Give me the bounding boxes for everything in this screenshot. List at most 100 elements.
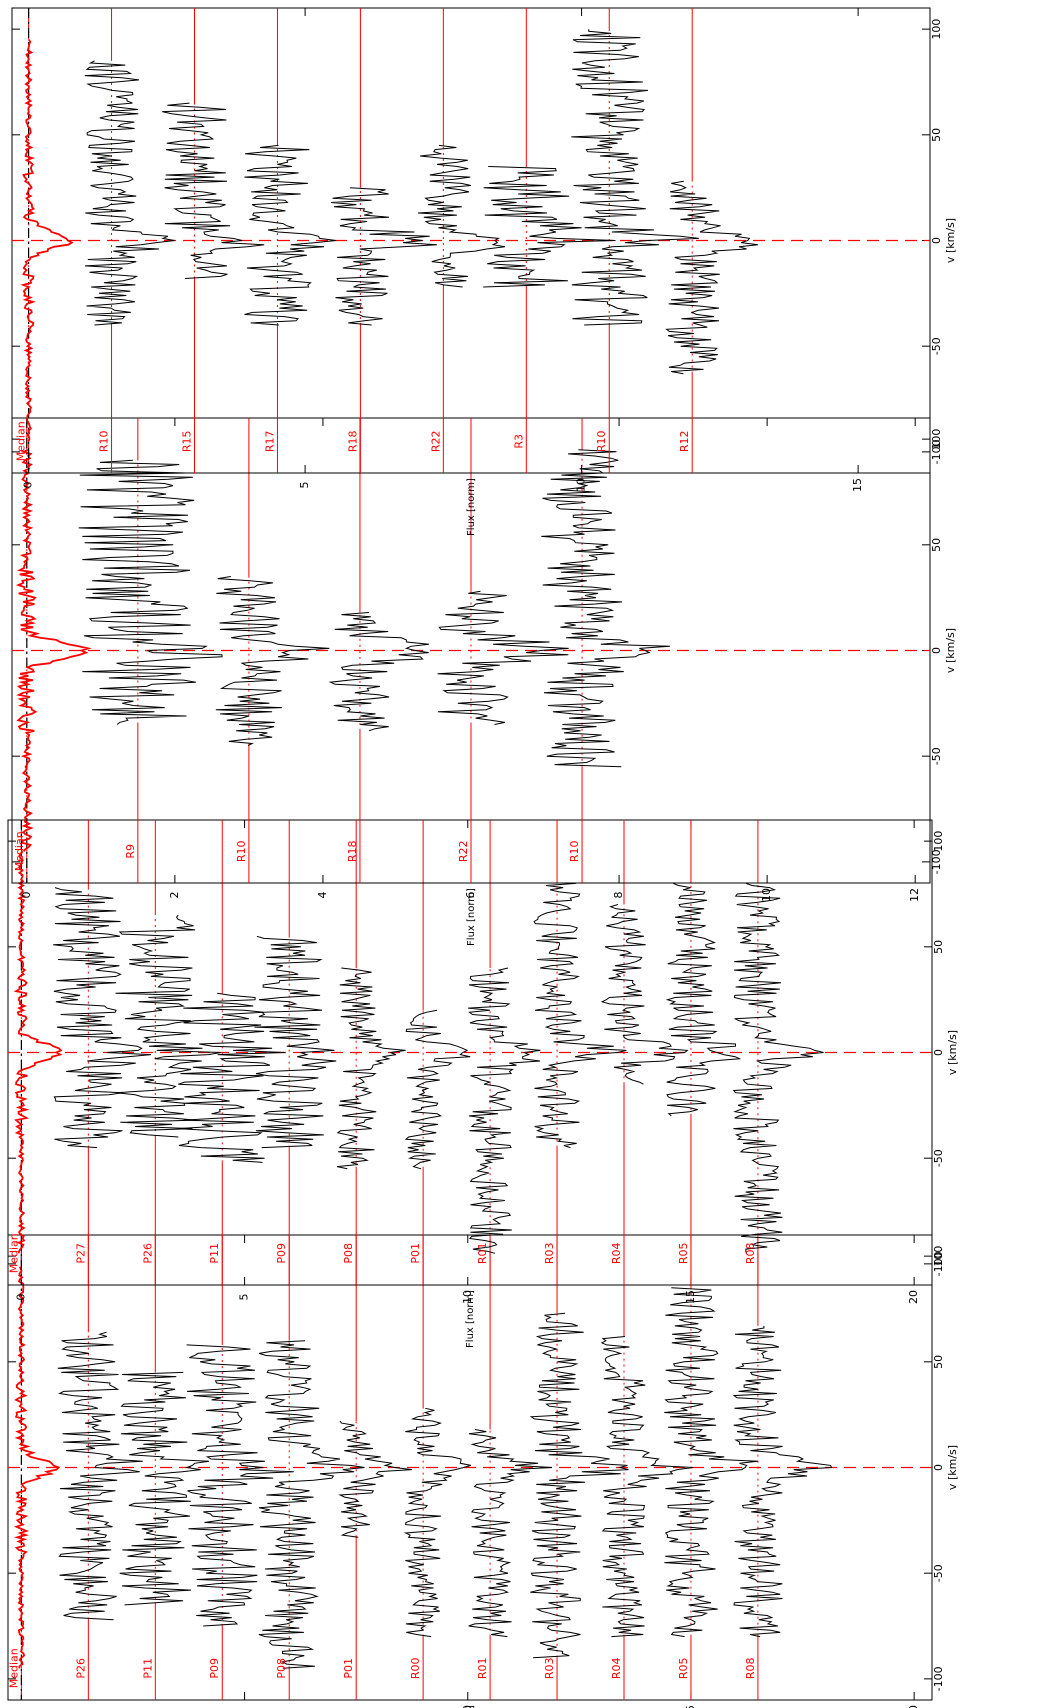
- spectrum-line: [732, 882, 824, 1254]
- spectrum-line: [571, 29, 699, 326]
- median-spectrum: [20, 39, 74, 442]
- spectrum-line: [244, 144, 337, 326]
- spectrum-label: R15: [180, 430, 193, 452]
- spectrum-label: R08: [744, 1242, 757, 1264]
- x-tick-label: -100: [930, 439, 943, 464]
- median-label: Median: [7, 1233, 20, 1273]
- spectrum-line: [483, 166, 616, 288]
- spectrum-label: R22: [457, 840, 470, 862]
- spectrum-label: R10: [98, 430, 111, 452]
- x-tick-label: 0: [932, 1049, 945, 1056]
- spectrum-label: R05: [677, 1242, 690, 1264]
- y-tick-label: 10: [461, 1290, 474, 1304]
- spectrum-line: [115, 914, 221, 1138]
- spectrum-line: [468, 1429, 553, 1638]
- spectrum-line: [215, 576, 330, 747]
- y-tick-label: 4: [316, 892, 329, 899]
- spectrum-label: R03: [543, 1242, 556, 1264]
- x-axis-label: v [km/s]: [946, 1445, 959, 1490]
- spectrum-label: P11: [141, 1658, 154, 1679]
- x-tick-label: -100: [930, 849, 943, 874]
- y-axis-label: Flux [norm]: [466, 888, 477, 946]
- x-tick-label: 100: [932, 831, 945, 852]
- spectrum-line: [254, 935, 337, 1149]
- y-tick-label: 10: [760, 888, 773, 902]
- median-spectrum: [15, 448, 92, 852]
- y-tick-label: 0: [20, 892, 33, 899]
- spectrum-line: [732, 1325, 833, 1638]
- spectrum-label: P08: [275, 1658, 288, 1679]
- x-tick-label: 50: [932, 940, 945, 954]
- spectrum-label: R10: [568, 840, 581, 862]
- spectrum-line: [328, 612, 429, 732]
- y-tick-label: 10: [461, 1705, 474, 1708]
- spectrum-label: R18: [346, 840, 359, 862]
- spectrum-line: [665, 882, 742, 1117]
- spectrum-line: [403, 1407, 472, 1638]
- spectrum-label: P27: [74, 1243, 87, 1264]
- x-tick-label: -100: [932, 1666, 945, 1691]
- x-axis-label: v [km/s]: [946, 1030, 959, 1075]
- spectrum-line: [330, 187, 437, 326]
- spectrum-label: R05: [677, 1657, 690, 1679]
- x-tick-label: 100: [930, 429, 943, 450]
- spectrum-label: R12: [678, 430, 691, 452]
- spectrum-label: P01: [342, 1658, 355, 1679]
- y-tick-label: 15: [684, 1290, 697, 1304]
- y-tick-label: 10: [575, 478, 588, 492]
- spectrum-label: R08: [744, 1657, 757, 1679]
- spectrum-line: [53, 887, 152, 1149]
- y-tick-label: 8: [612, 892, 625, 899]
- spectrum-line: [600, 904, 689, 1085]
- y-tick-label: 5: [238, 1294, 251, 1301]
- spectrum-line: [437, 590, 569, 725]
- spectrum-line: [541, 449, 670, 768]
- y-tick-label: 20: [907, 1705, 920, 1708]
- x-tick-label: 0: [930, 237, 943, 244]
- spectrum-label: R04: [610, 1242, 623, 1264]
- y-tick-label: 20: [907, 1290, 920, 1304]
- spectrum-label: R17: [263, 430, 276, 452]
- x-tick-label: -50: [930, 337, 943, 355]
- spectrum-label: R01: [476, 1242, 489, 1264]
- y-tick-label: 0: [14, 1294, 27, 1301]
- x-tick-label: -100: [932, 1251, 945, 1276]
- spectrum-line: [57, 1331, 143, 1621]
- x-tick-label: -50: [930, 747, 943, 765]
- spectrum-label: P11: [208, 1243, 221, 1264]
- x-tick-label: 100: [930, 19, 943, 40]
- spectrum-line: [600, 1336, 694, 1638]
- spectrum-line: [417, 144, 506, 288]
- y-axis-label: Flux [norm]: [465, 1290, 476, 1348]
- spectrum-line: [186, 1344, 294, 1627]
- y-tick-label: 15: [851, 478, 864, 492]
- spectrum-label: P08: [342, 1243, 355, 1264]
- spectrum-label: P26: [74, 1658, 87, 1679]
- spectrum-line: [533, 882, 627, 1149]
- spectrum-label: R9: [124, 844, 137, 859]
- median-spectrum: [13, 851, 63, 1254]
- y-tick-label: 12: [908, 888, 921, 902]
- x-tick-label: 50: [930, 538, 943, 552]
- spectrum-line: [258, 1340, 365, 1669]
- spectrum-line: [162, 102, 265, 279]
- x-tick-label: 0: [932, 1464, 945, 1471]
- median-spectrum: [13, 1266, 61, 1669]
- spectrum-label: R18: [346, 430, 359, 452]
- median-label: Median: [13, 831, 26, 871]
- spectrum-label: R01: [476, 1657, 489, 1679]
- spectrum-label: R10: [235, 840, 248, 862]
- spectrum-label: R10: [595, 430, 608, 452]
- spectrum-label: R22: [429, 430, 442, 452]
- x-axis-label: v [km/s]: [944, 218, 957, 263]
- spectrum-label: P01: [409, 1243, 422, 1264]
- spectrum-line: [665, 180, 758, 375]
- x-tick-label: -50: [932, 1564, 945, 1582]
- spectrum-label: R3: [512, 434, 525, 449]
- spectrum-label: P09: [275, 1243, 288, 1264]
- spectrum-label: R03: [543, 1657, 556, 1679]
